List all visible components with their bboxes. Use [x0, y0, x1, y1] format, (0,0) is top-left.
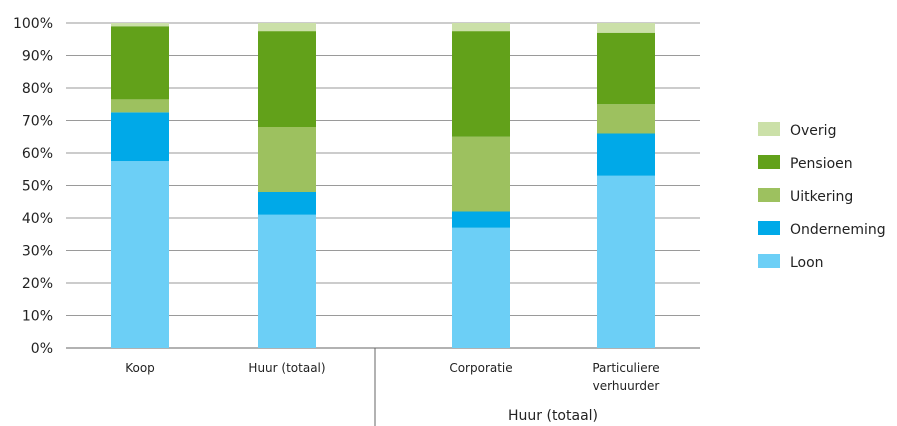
bar-segment — [452, 136, 510, 212]
x-category-label: Koop — [125, 361, 155, 375]
bar-segment — [258, 214, 316, 348]
x-category-label: Corporatie — [449, 361, 512, 375]
y-tick-label: 70% — [22, 114, 53, 130]
y-tick-label: 20% — [22, 276, 53, 292]
y-tick-label: 40% — [22, 211, 53, 227]
y-tick-label: 90% — [22, 49, 53, 65]
legend-swatch — [758, 188, 780, 202]
y-tick-label: 100% — [13, 16, 53, 32]
legend-label: Pensioen — [790, 156, 853, 172]
x-category-label: Particuliere — [592, 361, 659, 375]
bar-segment — [452, 31, 510, 137]
y-tick-label: 10% — [22, 309, 53, 325]
x-category-label: Huur (totaal) — [248, 361, 325, 375]
legend-swatch — [758, 221, 780, 235]
bar-segment — [452, 227, 510, 348]
legend-swatch — [758, 122, 780, 136]
legend-label: Uitkering — [790, 189, 853, 205]
bar-segment — [111, 23, 169, 27]
bar-segment — [111, 161, 169, 348]
y-tick-label: 0% — [31, 341, 53, 357]
legend-swatch — [758, 155, 780, 169]
bar-segment — [597, 23, 655, 33]
bar-segment — [258, 31, 316, 127]
bar-segment — [258, 23, 316, 32]
legend-label: Onderneming — [790, 222, 886, 238]
bar-segment — [111, 112, 169, 162]
legend-label: Loon — [790, 255, 824, 271]
group-label: Huur (totaal) — [508, 408, 598, 424]
bar-segment — [597, 133, 655, 176]
bar-segment — [597, 32, 655, 105]
bar-segment — [597, 104, 655, 134]
legend-label: Overig — [790, 123, 836, 139]
y-tick-label: 60% — [22, 146, 53, 162]
bar-segment — [258, 127, 316, 192]
legend-swatch — [758, 254, 780, 268]
bar-segment — [258, 192, 316, 215]
y-tick-label: 50% — [22, 179, 53, 195]
y-tick-label: 80% — [22, 81, 53, 97]
bar-segment — [452, 23, 510, 32]
bar-segment — [111, 99, 169, 113]
y-tick-label: 30% — [22, 244, 53, 260]
bar-segment — [452, 211, 510, 228]
bar-segment — [111, 26, 169, 100]
bar-segment — [597, 175, 655, 348]
x-category-label: verhuurder — [593, 379, 660, 393]
